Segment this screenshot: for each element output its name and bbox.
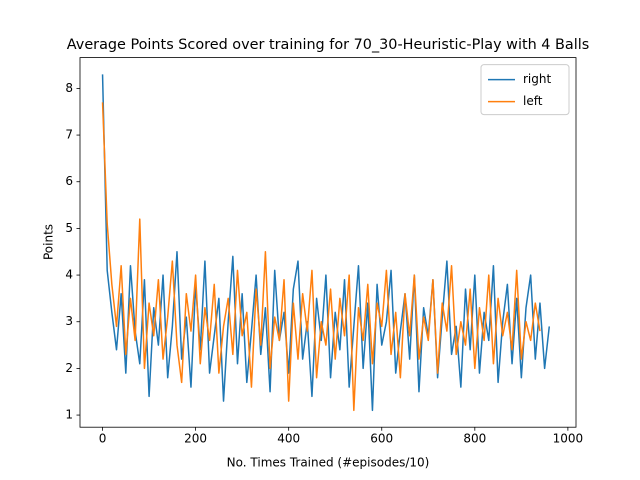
line-series [101, 102, 541, 412]
x-tick-label: 600 [370, 432, 393, 446]
y-tick-label: 5 [65, 221, 73, 235]
y-tick-label: 3 [65, 314, 73, 328]
x-tick-label: 800 [463, 432, 486, 446]
y-tick-label: 7 [65, 128, 73, 142]
y-tick-label: 8 [65, 81, 73, 95]
chart-title: Average Points Scored over training for … [67, 37, 589, 53]
legend-label: left [523, 94, 543, 108]
y-axis-label: Points [42, 224, 56, 260]
y-tick-label: 2 [65, 361, 73, 375]
y-tick-label: 1 [65, 408, 73, 422]
y-tick-label: 4 [65, 268, 73, 282]
line-series [101, 74, 551, 412]
x-axis-label: No. Times Trained (#episodes/10) [227, 456, 430, 470]
x-tick-label: 400 [277, 432, 300, 446]
y-tick-label: 6 [65, 174, 73, 188]
x-tick-label: 200 [184, 432, 207, 446]
x-tick-label: 1000 [553, 432, 584, 446]
legend-label: right [523, 72, 551, 86]
plot-frame [79, 57, 577, 428]
x-tick-label: 0 [99, 432, 107, 446]
